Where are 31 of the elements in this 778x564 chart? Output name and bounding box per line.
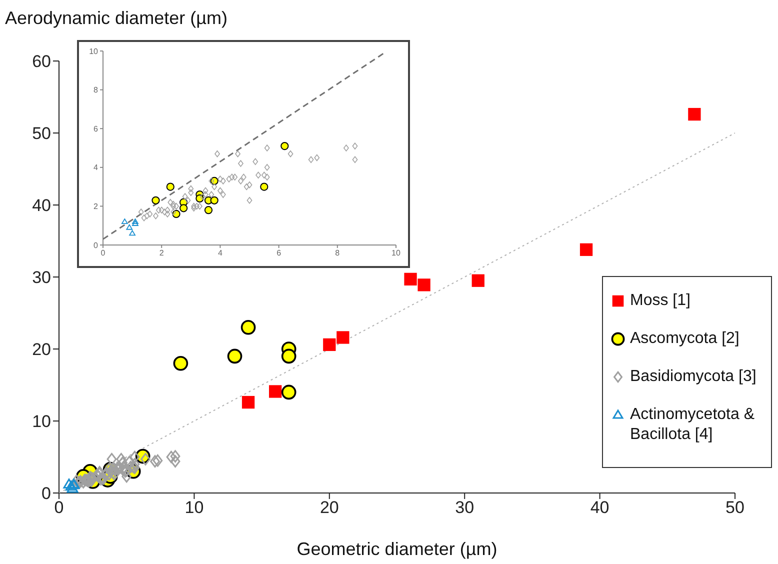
x-tick-label: 6	[276, 248, 282, 258]
y-tick-label: 30	[32, 268, 51, 288]
y-tick-label: 50	[32, 124, 51, 144]
y-tick-label: 20	[32, 340, 51, 360]
x-tick-label: 40	[590, 498, 610, 518]
y-tick-label: 4	[94, 163, 99, 172]
legend-label: Basidiomycota [3]	[630, 367, 756, 387]
y-tick-label: 0	[94, 240, 99, 250]
y-tick-label: 40	[32, 196, 51, 216]
x-tick-label: 0	[100, 248, 106, 258]
x-tick-label: 4	[218, 248, 223, 258]
y-tick-label: 8	[94, 86, 99, 95]
x-tick-label: 10	[184, 498, 204, 518]
x-tick-label: 2	[159, 248, 164, 258]
x-tick-label: 30	[455, 498, 474, 518]
x-tick-label: 20	[320, 498, 339, 518]
x-axis-title: Geometric diameter (µm)	[296, 539, 498, 560]
x-tick-label: 0	[54, 498, 64, 518]
y-tick-label: 60	[32, 52, 51, 72]
x-tick-label: 10	[392, 248, 401, 258]
legend-label: Ascomycota [2]	[630, 329, 740, 349]
x-tick-label: 8	[335, 248, 340, 258]
y-tick-label: 6	[94, 124, 99, 134]
y-tick-label: 10	[32, 412, 51, 432]
y-axis-title: Aerodynamic diameter (µm)	[5, 8, 228, 29]
y-tick-label: 10	[89, 46, 99, 56]
legend-label: Moss [1]	[630, 291, 690, 311]
x-tick-label: 50	[726, 498, 744, 518]
y-tick-label: 2	[94, 202, 99, 212]
legend-label: Actinomycetota & Bacillota [4]	[630, 405, 756, 445]
y-tick-label: 0	[42, 484, 51, 504]
